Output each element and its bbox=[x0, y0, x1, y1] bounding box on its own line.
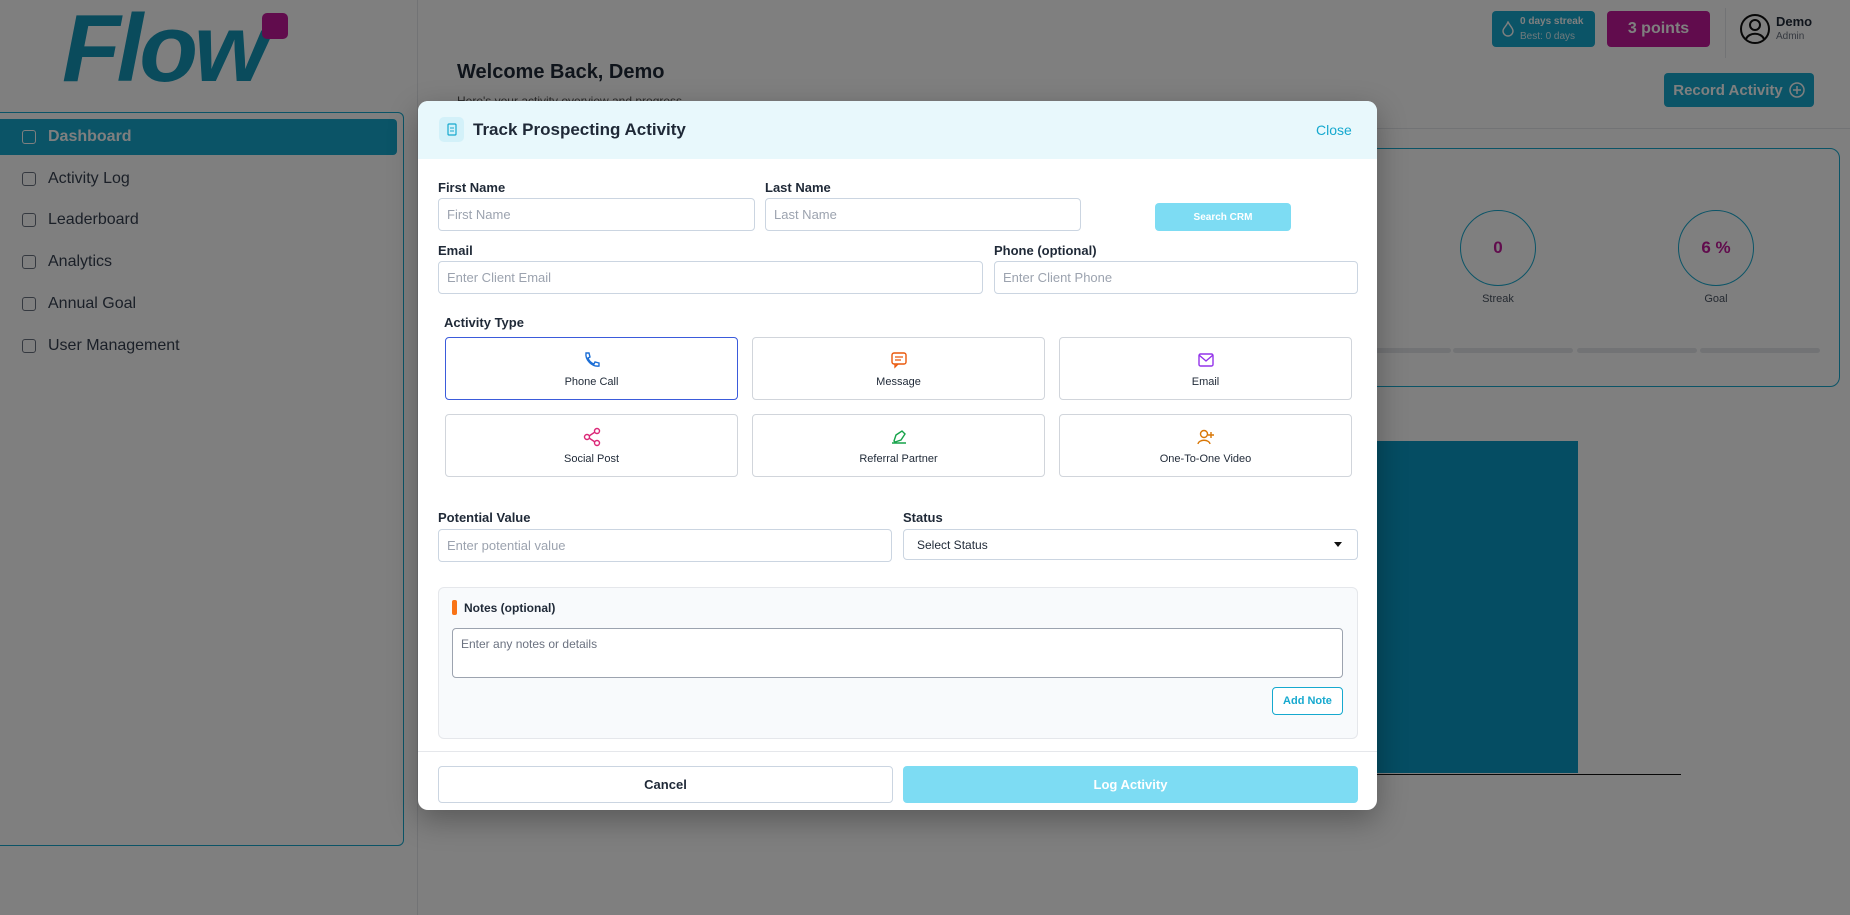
activity-type-tile[interactable]: Phone Call bbox=[445, 337, 738, 400]
activity-label: Email bbox=[1191, 375, 1220, 388]
search-crm-button[interactable]: Search CRM bbox=[1155, 203, 1291, 231]
notes-textarea[interactable]: Enter any notes or details bbox=[452, 628, 1343, 678]
activity-icon bbox=[1197, 352, 1214, 367]
notes-label: Notes (optional) bbox=[464, 601, 556, 615]
activity-type-tile[interactable]: Message bbox=[752, 337, 1045, 400]
activity-type-tile[interactable]: One-To-One Video bbox=[1059, 414, 1352, 477]
field-label: Status bbox=[903, 510, 943, 525]
activity-icon bbox=[583, 427, 600, 446]
field-label: Potential Value bbox=[438, 510, 531, 525]
activity-type-tile[interactable]: Social Post bbox=[445, 414, 738, 477]
activity-icon bbox=[584, 351, 600, 367]
add-note-button[interactable]: Add Note bbox=[1272, 687, 1343, 715]
field-label: Email bbox=[438, 243, 473, 258]
activity-label: Social Post bbox=[563, 452, 620, 465]
last-name-input[interactable]: Last Name bbox=[765, 198, 1081, 231]
field-label: Phone (optional) bbox=[994, 243, 1097, 258]
activity-label: One-To-One Video bbox=[1159, 452, 1252, 465]
caret bbox=[1334, 542, 1342, 547]
activity-label: Referral Partner bbox=[859, 452, 938, 465]
activity-type-tile[interactable]: Referral Partner bbox=[752, 414, 1045, 477]
close-button[interactable]: Close bbox=[1316, 122, 1352, 138]
activity-label: Phone Call bbox=[564, 375, 619, 388]
activity-icon bbox=[1196, 429, 1214, 444]
notes-accent bbox=[452, 600, 457, 615]
footer-rule bbox=[418, 751, 1377, 752]
field-label: Last Name bbox=[765, 180, 831, 195]
activity-icon bbox=[890, 351, 907, 369]
activity-modal: Track Prospecting Activity Close First N… bbox=[418, 101, 1377, 810]
field-label: First Name bbox=[438, 180, 506, 195]
cancel-button[interactable]: Cancel bbox=[438, 766, 893, 803]
email-input[interactable]: Enter Client Email bbox=[438, 261, 983, 294]
activity-type-tile[interactable]: Email bbox=[1059, 337, 1352, 400]
potential-value-input[interactable]: Enter potential value bbox=[438, 529, 892, 562]
log-activity-button[interactable]: Log Activity bbox=[903, 766, 1358, 803]
modal-icon bbox=[439, 117, 464, 142]
status-select[interactable]: Select Status bbox=[903, 529, 1358, 560]
modal-header: Track Prospecting Activity Close bbox=[418, 101, 1377, 159]
phone-input[interactable]: Enter Client Phone bbox=[994, 261, 1358, 294]
activity-label: Message bbox=[876, 375, 921, 388]
section-label: Activity Type bbox=[444, 315, 524, 330]
activity-icon bbox=[891, 429, 906, 444]
modal-title: Track Prospecting Activity bbox=[473, 120, 686, 139]
first-name-input[interactable]: First Name bbox=[438, 198, 755, 231]
